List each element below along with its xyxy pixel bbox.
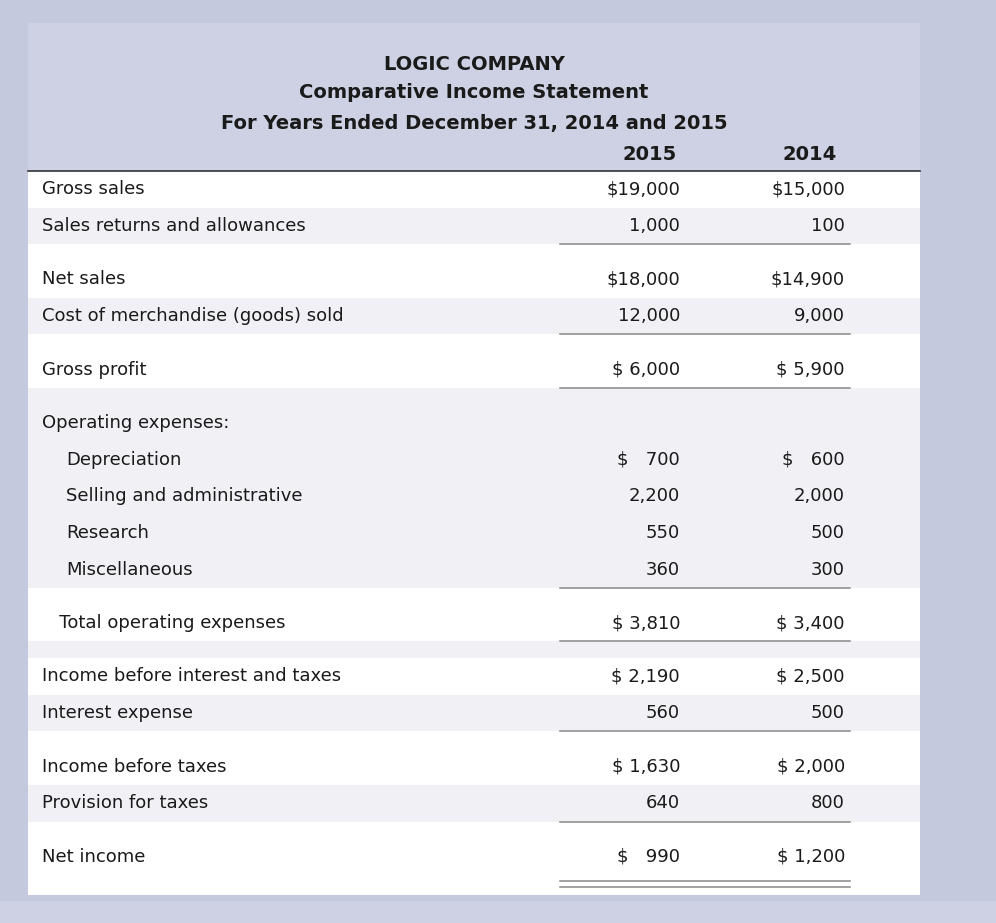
- Text: For Years Ended December 31, 2014 and 2015: For Years Ended December 31, 2014 and 20…: [221, 114, 727, 133]
- Text: $   700: $ 700: [618, 450, 680, 469]
- Text: 500: 500: [811, 704, 845, 722]
- Text: $18,000: $18,000: [607, 270, 680, 288]
- Text: Net income: Net income: [42, 847, 145, 866]
- Text: Income before taxes: Income before taxes: [42, 758, 226, 775]
- Bar: [28, 441, 920, 478]
- Text: $   600: $ 600: [783, 450, 845, 469]
- Text: 2014: 2014: [783, 146, 837, 164]
- Text: $ 1,630: $ 1,630: [612, 758, 680, 775]
- Text: Comparative Income Statement: Comparative Income Statement: [300, 83, 648, 102]
- Bar: [28, 208, 920, 245]
- Bar: [28, 551, 920, 588]
- Text: Gross sales: Gross sales: [42, 180, 144, 198]
- Bar: [28, 838, 920, 875]
- Bar: [28, 821, 920, 838]
- Bar: [28, 749, 920, 785]
- Bar: [28, 695, 920, 731]
- Bar: [28, 605, 920, 641]
- Text: 800: 800: [811, 794, 845, 812]
- Text: Income before interest and taxes: Income before interest and taxes: [42, 667, 341, 686]
- Bar: [28, 298, 920, 334]
- Text: 100: 100: [811, 217, 845, 235]
- Text: $19,000: $19,000: [607, 180, 680, 198]
- Text: $ 2,500: $ 2,500: [777, 667, 845, 686]
- Text: 9,000: 9,000: [794, 307, 845, 325]
- Text: Cost of merchandise (goods) sold: Cost of merchandise (goods) sold: [42, 307, 344, 325]
- Text: 1,000: 1,000: [629, 217, 680, 235]
- Text: Total operating expenses: Total operating expenses: [42, 614, 286, 632]
- Text: 640: 640: [645, 794, 680, 812]
- Text: Sales returns and allowances: Sales returns and allowances: [42, 217, 306, 235]
- Bar: [28, 388, 920, 404]
- Text: 560: 560: [645, 704, 680, 722]
- Text: LOGIC COMPANY: LOGIC COMPANY: [383, 55, 565, 75]
- Text: 500: 500: [811, 524, 845, 542]
- Bar: [28, 334, 920, 352]
- Bar: [28, 731, 920, 749]
- Bar: [28, 171, 920, 208]
- Bar: [28, 404, 920, 441]
- Bar: [28, 641, 920, 658]
- Text: Interest expense: Interest expense: [42, 704, 193, 722]
- Bar: [28, 245, 920, 261]
- Bar: [28, 515, 920, 551]
- Text: $ 1,200: $ 1,200: [777, 847, 845, 866]
- Text: Operating expenses:: Operating expenses:: [42, 414, 229, 432]
- Text: Net sales: Net sales: [42, 270, 125, 288]
- Text: $   990: $ 990: [617, 847, 680, 866]
- Text: Research: Research: [66, 524, 148, 542]
- Text: $15,000: $15,000: [771, 180, 845, 198]
- Bar: [0, 901, 996, 923]
- Text: $ 6,000: $ 6,000: [612, 361, 680, 378]
- Text: Depreciation: Depreciation: [66, 450, 181, 469]
- Text: 360: 360: [645, 560, 680, 579]
- Bar: [28, 261, 920, 298]
- Bar: [28, 23, 920, 895]
- Text: 2,200: 2,200: [628, 487, 680, 505]
- Text: 2,000: 2,000: [794, 487, 845, 505]
- Bar: [28, 352, 920, 388]
- Text: $ 3,400: $ 3,400: [777, 614, 845, 632]
- Bar: [28, 23, 920, 171]
- Text: $ 2,190: $ 2,190: [612, 667, 680, 686]
- Text: 12,000: 12,000: [618, 307, 680, 325]
- Bar: [28, 658, 920, 695]
- Text: 300: 300: [811, 560, 845, 579]
- Text: Selling and administrative: Selling and administrative: [66, 487, 303, 505]
- Text: $ 3,810: $ 3,810: [612, 614, 680, 632]
- Text: $ 5,900: $ 5,900: [777, 361, 845, 378]
- Text: 2015: 2015: [622, 146, 677, 164]
- Text: 550: 550: [645, 524, 680, 542]
- Bar: [28, 785, 920, 821]
- Text: Gross profit: Gross profit: [42, 361, 146, 378]
- Bar: [28, 588, 920, 605]
- Text: Miscellaneous: Miscellaneous: [66, 560, 192, 579]
- Text: $14,900: $14,900: [771, 270, 845, 288]
- Text: Provision for taxes: Provision for taxes: [42, 794, 208, 812]
- Bar: [28, 478, 920, 515]
- Text: $ 2,000: $ 2,000: [777, 758, 845, 775]
